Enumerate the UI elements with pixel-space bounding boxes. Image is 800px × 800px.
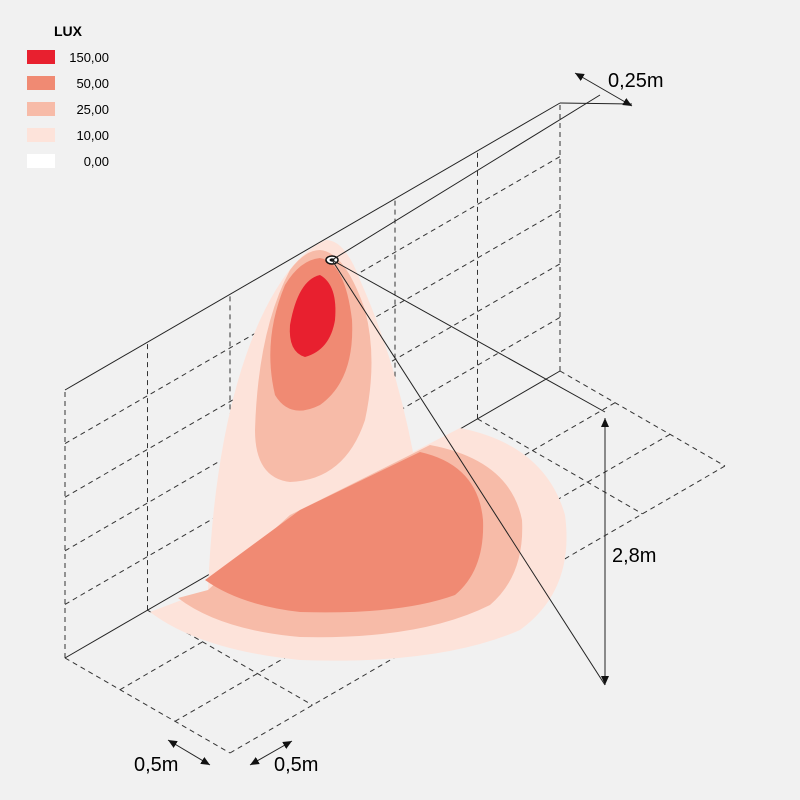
legend-label: 25,00	[76, 102, 109, 117]
wall-edge	[64, 102, 561, 391]
guide-line	[331, 94, 601, 261]
legend-label: 10,00	[76, 128, 109, 143]
dim-arrow	[249, 740, 293, 766]
legend-title: LUX	[54, 23, 83, 39]
dim-arrow	[167, 739, 211, 766]
floor-grid	[559, 370, 726, 467]
dim-label: 0,5m	[134, 754, 178, 776]
floor-grid	[64, 657, 231, 754]
legend-swatch	[27, 154, 55, 168]
dim-label: 0,25m	[608, 70, 664, 92]
dim-label: 0,5m	[274, 754, 318, 776]
legend-label: 50,00	[76, 76, 109, 91]
legend-swatch	[27, 102, 55, 116]
legend-swatch	[27, 128, 55, 142]
light-floor	[150, 428, 567, 661]
light-wall	[208, 240, 418, 590]
floor-grid	[477, 418, 643, 515]
legend-label: 150,00	[69, 50, 109, 65]
guide-line	[331, 259, 606, 413]
dim-label: 2,8m	[612, 545, 656, 567]
dim-arrow	[574, 72, 633, 107]
legend-swatch	[27, 50, 55, 64]
legend: 150,00 50,00 25,00 10,00 0,00	[27, 50, 109, 169]
guides	[167, 72, 633, 766]
legend-label: 0,00	[84, 154, 109, 169]
guide-line	[559, 102, 633, 105]
legend-swatch	[27, 76, 55, 90]
guide-line	[331, 259, 606, 686]
